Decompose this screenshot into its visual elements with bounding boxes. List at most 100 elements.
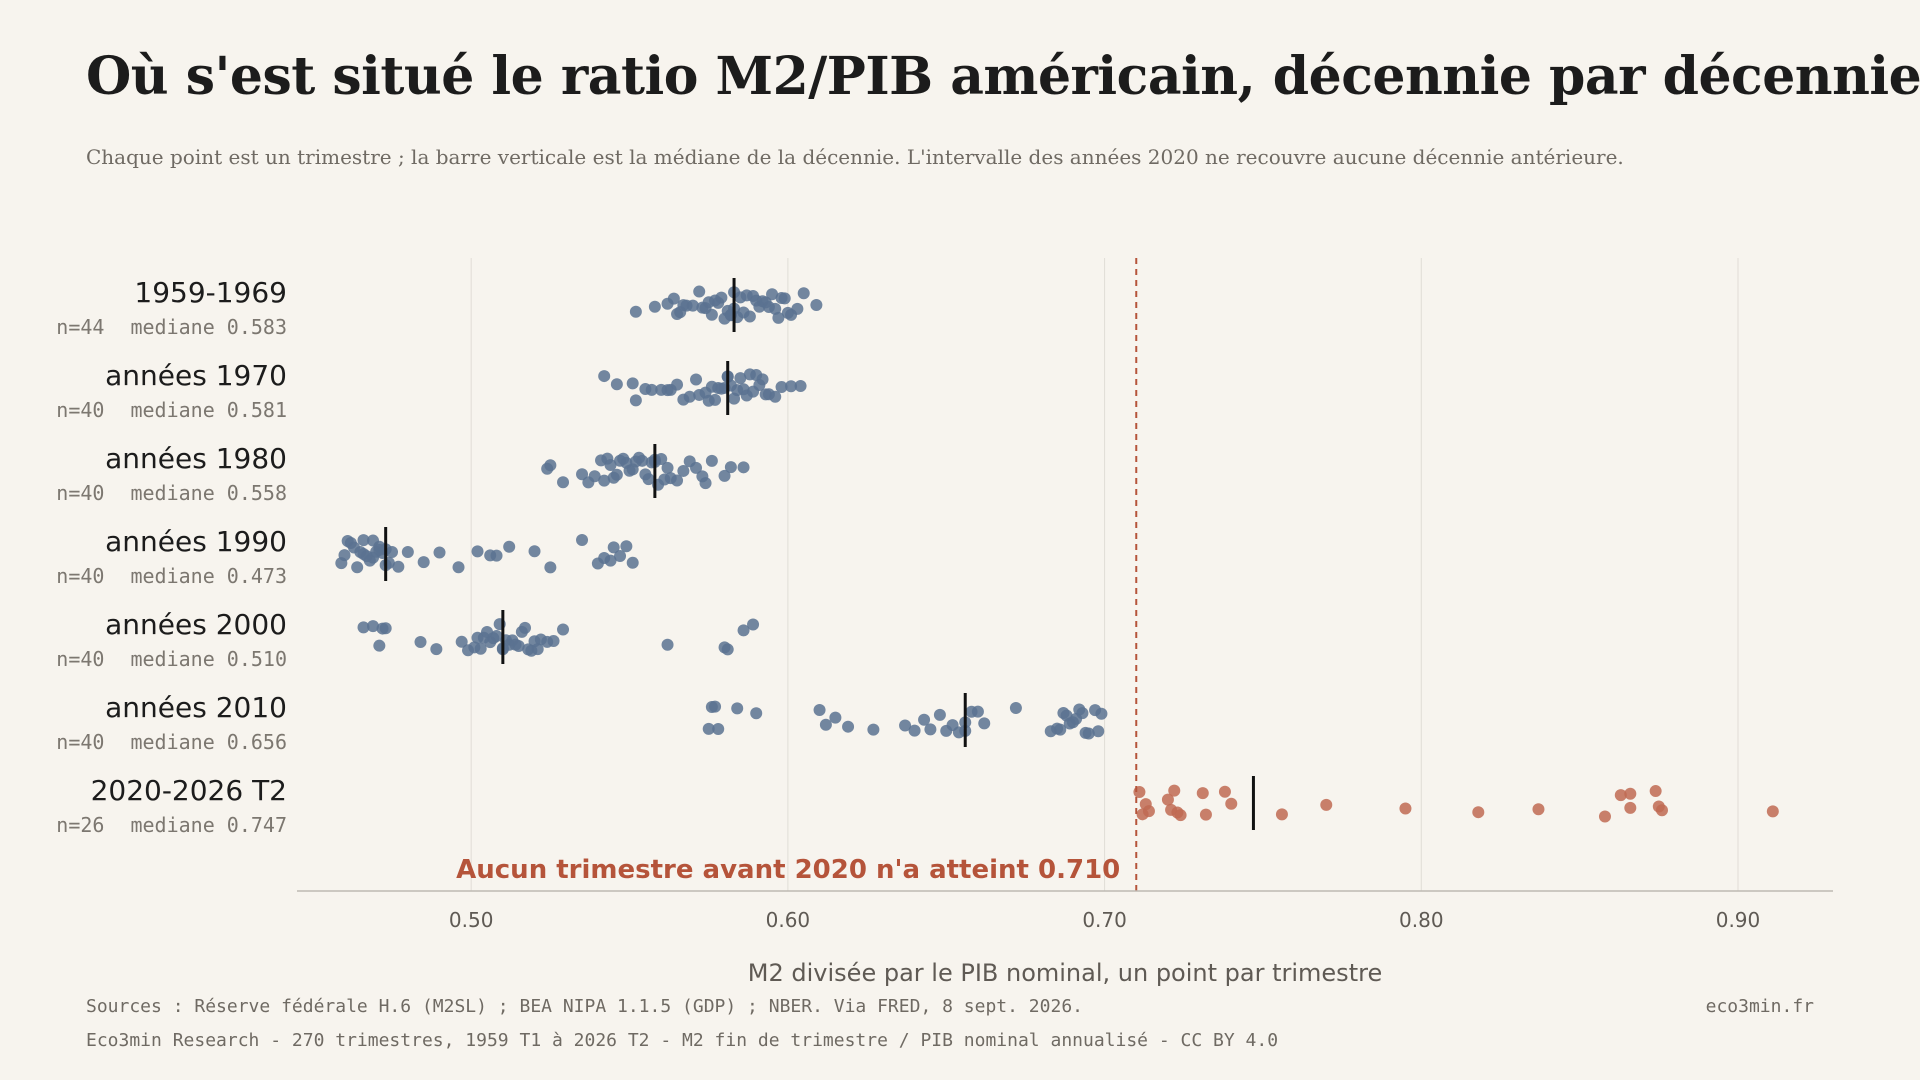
- data-point: [471, 545, 484, 558]
- data-point: [1275, 808, 1288, 821]
- row-median-label: mediane 0.656: [130, 730, 287, 754]
- data-point: [614, 549, 627, 562]
- data-point: [750, 707, 763, 720]
- data-point: [338, 549, 351, 562]
- data-point: [791, 302, 804, 315]
- data-point: [918, 713, 931, 726]
- data-point: [1095, 707, 1108, 720]
- data-point: [699, 477, 712, 490]
- data-point: [734, 372, 747, 385]
- data-point: [667, 292, 680, 305]
- row-median-label: mediane 0.747: [130, 813, 287, 837]
- data-point: [1082, 727, 1095, 740]
- data-point: [677, 464, 690, 477]
- data-point: [1472, 806, 1485, 819]
- row-count: n=44: [56, 315, 104, 339]
- data-point: [690, 373, 703, 386]
- data-point: [1624, 787, 1637, 800]
- data-point: [1614, 789, 1627, 802]
- data-point: [731, 702, 744, 715]
- data-point: [785, 380, 798, 393]
- data-point: [503, 540, 516, 553]
- row-label: 2020-2026 T2: [91, 774, 287, 807]
- data-point: [1161, 793, 1174, 806]
- data-point: [392, 560, 405, 573]
- data-point: [474, 642, 487, 655]
- data-point: [772, 311, 785, 324]
- data-point: [490, 630, 503, 643]
- data-point: [531, 643, 544, 656]
- data-point: [626, 377, 639, 390]
- row-stat: n=26 mediane 0.747: [56, 813, 287, 837]
- row-label: années 1980: [105, 442, 287, 475]
- data-point: [512, 639, 525, 652]
- row-count: n=26: [56, 813, 104, 837]
- row-stat: n=40 mediane 0.656: [56, 730, 287, 754]
- data-point: [351, 561, 364, 574]
- data-point: [414, 636, 427, 649]
- data-point: [645, 383, 658, 396]
- data-point: [908, 724, 921, 737]
- row-label: années 2010: [105, 691, 287, 724]
- data-point: [756, 373, 769, 386]
- data-point: [576, 534, 589, 547]
- row-label: années 1970: [105, 359, 287, 392]
- data-point: [1199, 808, 1212, 821]
- data-point: [544, 459, 557, 472]
- data-point: [978, 717, 991, 730]
- data-point: [1320, 798, 1333, 811]
- data-point: [655, 453, 668, 466]
- data-point: [430, 643, 443, 656]
- data-point: [718, 469, 731, 482]
- x-tick-label: 0.70: [1082, 908, 1127, 932]
- x-tick-label: 0.80: [1399, 908, 1444, 932]
- data-point: [778, 292, 791, 305]
- data-point: [547, 634, 560, 647]
- data-point: [455, 635, 468, 648]
- data-point: [690, 461, 703, 474]
- data-point: [693, 285, 706, 298]
- row-median-label: mediane 0.473: [130, 564, 287, 588]
- data-point: [1624, 801, 1637, 814]
- data-point: [1009, 702, 1022, 715]
- data-point: [604, 459, 617, 472]
- data-point: [737, 624, 750, 637]
- row-count: n=40: [56, 564, 104, 588]
- data-point: [1168, 784, 1181, 797]
- data-point: [401, 546, 414, 559]
- row-median-label: mediane 0.510: [130, 647, 287, 671]
- data-point: [743, 310, 756, 323]
- data-point: [379, 622, 392, 635]
- data-point: [519, 621, 532, 634]
- data-point: [813, 703, 826, 716]
- grid-lines: [470, 258, 1739, 891]
- row-count: n=40: [56, 481, 104, 505]
- x-tick-label: 0.60: [766, 908, 811, 932]
- data-point: [747, 618, 760, 631]
- data-point: [557, 476, 570, 489]
- row-count: n=40: [56, 730, 104, 754]
- credits-note: Eco3min Research - 270 trimestres, 1959 …: [86, 1030, 1279, 1051]
- data-point: [712, 723, 725, 736]
- data-point: [715, 291, 728, 304]
- data-point: [933, 708, 946, 721]
- data-point: [702, 722, 715, 735]
- data-point: [899, 719, 912, 732]
- data-point: [433, 546, 446, 559]
- data-point: [683, 390, 696, 403]
- data-point: [867, 723, 880, 736]
- data-point: [626, 556, 639, 569]
- site-link[interactable]: eco3min.fr: [1705, 996, 1814, 1017]
- data-point: [1076, 707, 1089, 720]
- row-stat: n=40 mediane 0.473: [56, 564, 287, 588]
- data-point: [1766, 805, 1779, 818]
- data-point: [367, 620, 380, 633]
- data-point: [576, 468, 589, 481]
- data-point: [629, 305, 642, 318]
- row-stat: n=40 mediane 0.510: [56, 647, 287, 671]
- row-stat: n=44 mediane 0.583: [56, 315, 287, 339]
- x-axis: 0.50 0.60 0.70 0.80 0.90 M2 divisée par le PI…: [297, 890, 1833, 987]
- row-stat: n=40 mediane 0.558: [56, 481, 287, 505]
- data-point: [1399, 802, 1412, 815]
